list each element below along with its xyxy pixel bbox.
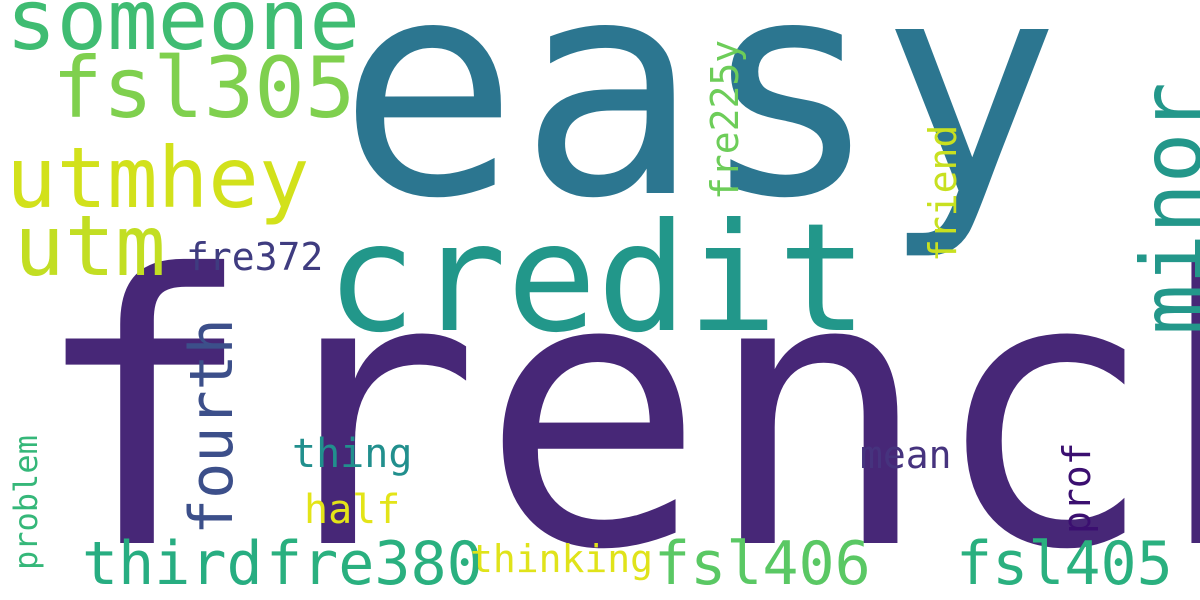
- word-fre380: fre380: [266, 529, 483, 599]
- word-fsl406: fsl406: [654, 529, 871, 599]
- word-fourth: fourth: [177, 318, 247, 535]
- word-third: third: [82, 529, 263, 599]
- word-thing: thing: [292, 431, 413, 477]
- word-problem: problem: [7, 435, 45, 570]
- word-french: french: [30, 197, 1200, 600]
- word-mean: mean: [860, 433, 952, 477]
- word-friend: friend: [921, 124, 965, 262]
- word-fre225y: fre225y: [703, 39, 747, 200]
- word-prof: prof: [1055, 442, 1099, 534]
- word-minor: minor: [1123, 82, 1200, 335]
- word-fsl405: fsl405: [956, 529, 1173, 599]
- word-easy: easy: [338, 0, 1061, 264]
- word-half: half: [304, 487, 401, 533]
- word-thinking: thinking: [470, 537, 654, 581]
- word-fre372: fre372: [186, 235, 324, 279]
- word-utmhey: utmhey: [6, 129, 310, 227]
- word-someone: someone: [6, 0, 361, 69]
- word-utm: utm: [14, 197, 166, 295]
- word-fsl305: fsl305: [52, 39, 356, 137]
- word-credit: credit: [326, 192, 868, 366]
